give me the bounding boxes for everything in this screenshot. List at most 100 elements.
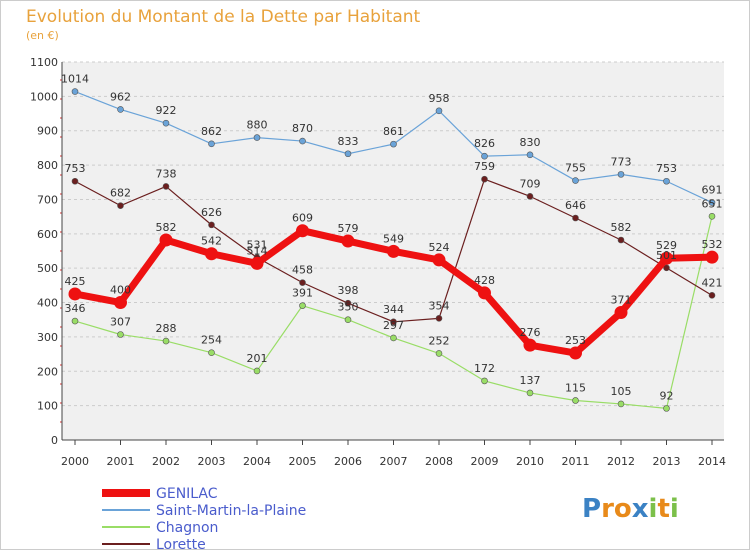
- data-point: [159, 233, 173, 247]
- series-group: [68, 88, 719, 412]
- data-point: [572, 177, 579, 184]
- x-tick-label: 2006: [334, 455, 362, 468]
- chart-title: Evolution du Montant de la Dette par Hab…: [26, 7, 421, 27]
- y-tick-label: 300: [37, 331, 58, 344]
- x-tick-label: 2007: [380, 455, 408, 468]
- data-label: 115: [565, 381, 586, 394]
- x-tick-label: 2014: [698, 455, 726, 468]
- y-tick-label: 0: [51, 434, 58, 447]
- x-tick-label: 2000: [61, 455, 89, 468]
- chart-subtitle: (en €): [26, 29, 59, 42]
- data-labels: 425 400 582 542 514 609 579 549 524 428 276 253 371 5…: [61, 73, 723, 403]
- data-point: [526, 389, 534, 397]
- data-point: [435, 107, 443, 115]
- y-tick-label: 400: [37, 297, 58, 310]
- data-point: [205, 247, 218, 261]
- data-point: [296, 224, 309, 238]
- proxiti-logo-text: Proxiti: [582, 494, 679, 524]
- data-label: 137: [520, 374, 541, 387]
- x-tick-label: 2012: [607, 455, 635, 468]
- data-point: [162, 119, 170, 127]
- data-label: 421: [702, 276, 723, 289]
- data-point: [71, 177, 79, 185]
- data-point: [299, 302, 306, 309]
- data-point: [435, 315, 443, 322]
- data-point: [614, 306, 628, 320]
- data-point: [299, 137, 306, 145]
- data-point: [387, 244, 400, 258]
- y-tick-label: 1000: [30, 90, 58, 103]
- data-point: [344, 150, 352, 158]
- data-label: 870: [292, 122, 313, 135]
- logo-letter: r: [601, 494, 614, 524]
- data-point: [114, 296, 127, 310]
- logo-letter: P: [582, 494, 601, 524]
- y-tick-label: 500: [37, 262, 58, 275]
- data-point: [390, 334, 397, 342]
- data-label: 501: [656, 249, 677, 262]
- data-label: 428: [474, 274, 495, 287]
- data-point: [708, 292, 716, 299]
- data-point: [481, 175, 488, 183]
- legend-label: Saint-Martin-la-Plaine: [156, 503, 306, 519]
- data-point: [341, 234, 355, 248]
- data-label: 425: [65, 275, 86, 288]
- y-tick-label: 800: [37, 159, 58, 172]
- proxiti-logo: Proxiti: [582, 494, 679, 524]
- data-label: 524: [429, 241, 450, 254]
- x-tick-label: 2003: [198, 455, 226, 468]
- data-point: [344, 316, 352, 324]
- x-tick-label: 2013: [653, 455, 681, 468]
- axes: 0 100 200 300 400 500 600 700 800 900 1000 1100 2000…: [30, 56, 726, 468]
- y-tick-label: 900: [37, 125, 58, 138]
- data-label: 753: [65, 162, 86, 175]
- y-tick-label: 100: [37, 400, 58, 413]
- data-label: 253: [565, 334, 586, 347]
- data-point: [572, 214, 579, 222]
- data-label: 880: [247, 119, 268, 132]
- x-tick-label: 2008: [425, 455, 453, 468]
- data-point: [390, 318, 397, 326]
- data-label: 398: [338, 284, 359, 297]
- data-label: 962: [110, 90, 131, 103]
- data-point: [663, 177, 670, 185]
- data-point: [481, 377, 488, 385]
- data-label: 646: [565, 199, 586, 212]
- data-point: [208, 349, 215, 357]
- data-point: [663, 264, 670, 272]
- data-label: 105: [611, 385, 632, 398]
- data-label: 759: [474, 160, 495, 173]
- data-point: [432, 253, 446, 267]
- data-label: 354: [429, 299, 450, 312]
- data-label: 254: [201, 334, 222, 347]
- data-label: 691: [702, 184, 723, 197]
- data-point: [208, 221, 215, 229]
- data-point: [663, 405, 670, 412]
- data-point: [478, 286, 491, 300]
- y-tick-label: 1100: [30, 56, 58, 69]
- data-label: 172: [474, 362, 495, 375]
- data-label: 773: [611, 155, 632, 168]
- data-point: [344, 299, 352, 307]
- data-point: [71, 88, 79, 95]
- data-point: [117, 106, 124, 113]
- data-label: 755: [565, 162, 586, 175]
- data-point: [68, 287, 82, 301]
- logo-letter: o: [614, 494, 632, 524]
- data-point: [250, 256, 264, 270]
- data-label: 833: [338, 135, 359, 148]
- data-label: 350: [338, 301, 359, 314]
- x-tick-label: 2002: [152, 455, 180, 468]
- logo-letter: i: [649, 494, 658, 524]
- x-tick-label: 2009: [471, 455, 499, 468]
- data-label: 92: [660, 389, 674, 402]
- data-point: [617, 171, 625, 178]
- data-label: 458: [292, 264, 313, 277]
- data-point: [523, 338, 537, 352]
- data-label: 276: [520, 326, 541, 339]
- data-label: 391: [292, 287, 313, 300]
- data-label: 288: [156, 322, 177, 335]
- data-point: [660, 251, 673, 265]
- data-point: [705, 250, 719, 264]
